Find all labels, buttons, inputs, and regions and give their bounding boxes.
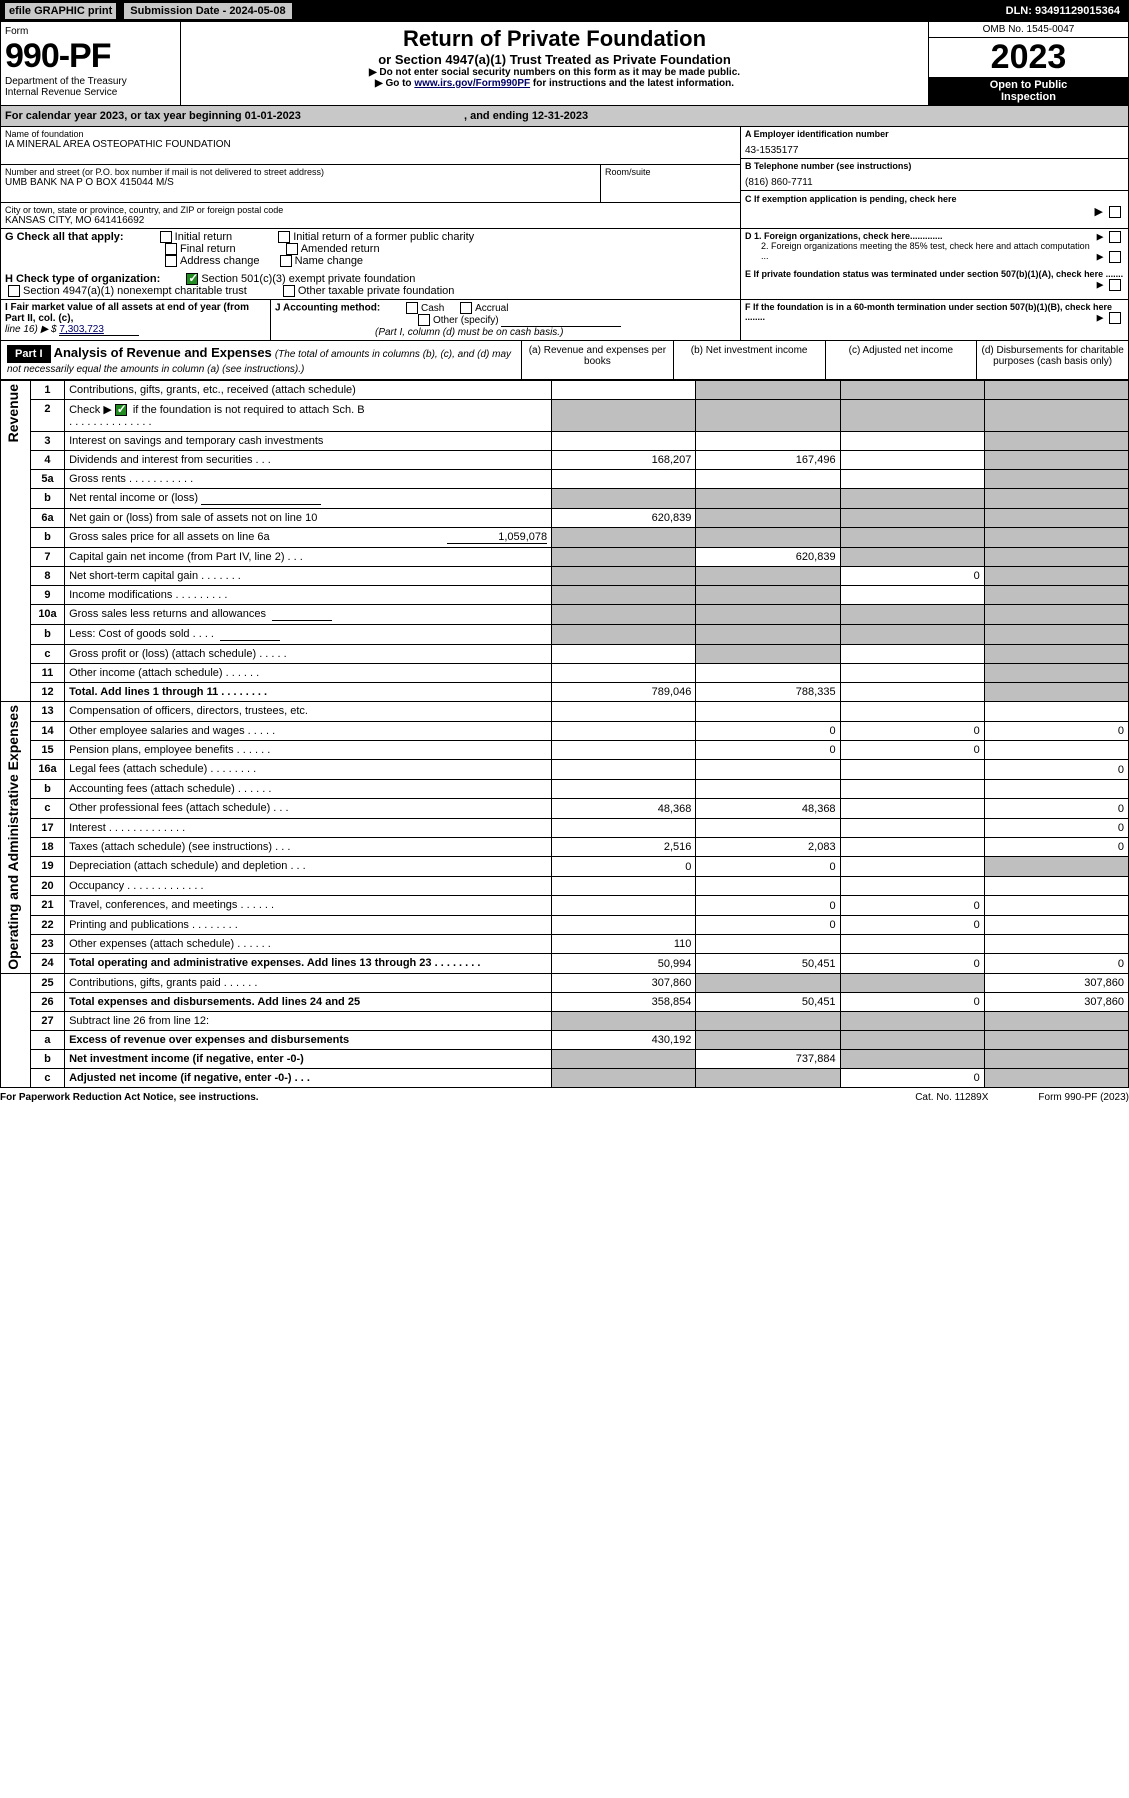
analysis-table: Revenue 1Contributions, gifts, grants, e… — [0, 380, 1129, 1088]
g-initial-former[interactable] — [278, 231, 290, 243]
city: KANSAS CITY, MO 641416692 — [5, 215, 736, 226]
e-checkbox[interactable] — [1109, 279, 1121, 291]
omb-no: OMB No. 1545-0047 — [929, 22, 1128, 38]
submission-date: Submission Date - 2024-05-08 — [124, 3, 291, 19]
d2-checkbox[interactable] — [1109, 251, 1121, 263]
c-label: C If exemption application is pending, c… — [745, 194, 957, 204]
addr-label: Number and street (or P.O. box number if… — [5, 167, 596, 177]
col-b-hdr: (b) Net investment income — [673, 341, 825, 379]
g-row: G Check all that apply: Initial return I… — [5, 231, 736, 267]
footer-left: For Paperwork Reduction Act Notice, see … — [0, 1092, 259, 1103]
g-final[interactable] — [165, 243, 177, 255]
open-public-badge: Open to Public Inspection — [929, 77, 1128, 105]
g-address[interactable] — [165, 255, 177, 267]
expenses-vlabel: Operating and Administrative Expenses — [5, 705, 21, 970]
j-other[interactable] — [418, 314, 430, 326]
c-checkbox[interactable] — [1109, 206, 1121, 218]
i-label-b: line 16) ▶ $ — [5, 324, 57, 335]
efile-badge: efile GRAPHIC print — [5, 3, 116, 19]
d1-checkbox[interactable] — [1109, 231, 1121, 243]
city-label: City or town, state or province, country… — [5, 205, 736, 215]
h-4947[interactable] — [8, 285, 20, 297]
i-label-a: I Fair market value of all assets at end… — [5, 302, 249, 324]
form-prefix: Form — [5, 26, 176, 37]
tel-label: B Telephone number (see instructions) — [745, 161, 1124, 171]
name-label: Name of foundation — [5, 129, 736, 139]
g-amended[interactable] — [286, 243, 298, 255]
part1-title: Analysis of Revenue and Expenses — [54, 345, 272, 360]
form-subtitle: or Section 4947(a)(1) Trust Treated as P… — [185, 52, 924, 67]
calendar-year-row: For calendar year 2023, or tax year begi… — [0, 106, 1129, 127]
e-row: E If private foundation status was termi… — [745, 269, 1124, 279]
footer-form: Form 990-PF (2023) — [1038, 1092, 1129, 1103]
col-d-hdr: (d) Disbursements for charitable purpose… — [976, 341, 1128, 379]
page-footer: For Paperwork Reduction Act Notice, see … — [0, 1088, 1129, 1103]
g-initial[interactable] — [160, 231, 172, 243]
form-header: Form 990-PF Department of the Treasury I… — [0, 22, 1129, 106]
dept-label: Department of the Treasury — [5, 76, 176, 87]
tel: (816) 860-7711 — [745, 171, 1124, 188]
irs-url-link[interactable]: www.irs.gov/Form990PF — [414, 78, 530, 89]
room-label: Room/suite — [605, 167, 736, 177]
col-c-hdr: (c) Adjusted net income — [825, 341, 977, 379]
top-bar: efile GRAPHIC print Submission Date - 20… — [0, 0, 1129, 22]
ein-label: A Employer identification number — [745, 129, 1124, 139]
footer-cat: Cat. No. 11289X — [915, 1092, 988, 1103]
tax-year: 2023 — [929, 38, 1128, 77]
dln: DLN: 93491129015364 — [1006, 5, 1124, 17]
addr: UMB BANK NA P O BOX 415044 M/S — [5, 177, 596, 188]
schb-checkbox[interactable] — [115, 404, 127, 416]
h-row: H Check type of organization: Section 50… — [5, 273, 736, 297]
revenue-vlabel: Revenue — [5, 384, 21, 442]
form-title: Return of Private Foundation — [185, 26, 924, 52]
entity-block: Name of foundation IA MINERAL AREA OSTEO… — [0, 127, 1129, 229]
irs-label: Internal Revenue Service — [5, 87, 176, 98]
i-j-block: I Fair market value of all assets at end… — [0, 300, 1129, 341]
g-name[interactable] — [280, 255, 292, 267]
part1-header: Part I Analysis of Revenue and Expenses … — [0, 341, 1129, 380]
note-ssn: ▶ Do not enter social security numbers o… — [185, 67, 924, 78]
g-h-block: G Check all that apply: Initial return I… — [0, 229, 1129, 300]
j-accrual[interactable] — [460, 302, 472, 314]
d2-row: 2. Foreign organizations meeting the 85%… — [745, 241, 1124, 261]
h-501c3[interactable] — [186, 273, 198, 285]
j-note: (Part I, column (d) must be on cash basi… — [375, 327, 563, 338]
note-link: ▶ Go to www.irs.gov/Form990PF for instru… — [185, 78, 924, 89]
f-checkbox[interactable] — [1109, 312, 1121, 324]
ein: 43-1535177 — [745, 139, 1124, 156]
col-a-hdr: (a) Revenue and expenses per books — [521, 341, 673, 379]
j-cash[interactable] — [406, 302, 418, 314]
foundation-name: IA MINERAL AREA OSTEOPATHIC FOUNDATION — [5, 139, 736, 150]
part1-badge: Part I — [7, 345, 51, 363]
h-other-tax[interactable] — [283, 285, 295, 297]
i-value-link[interactable]: 7,303,723 — [59, 324, 139, 336]
form-number: 990-PF — [5, 37, 176, 76]
d1-row: D 1. Foreign organizations, check here..… — [745, 231, 1124, 241]
